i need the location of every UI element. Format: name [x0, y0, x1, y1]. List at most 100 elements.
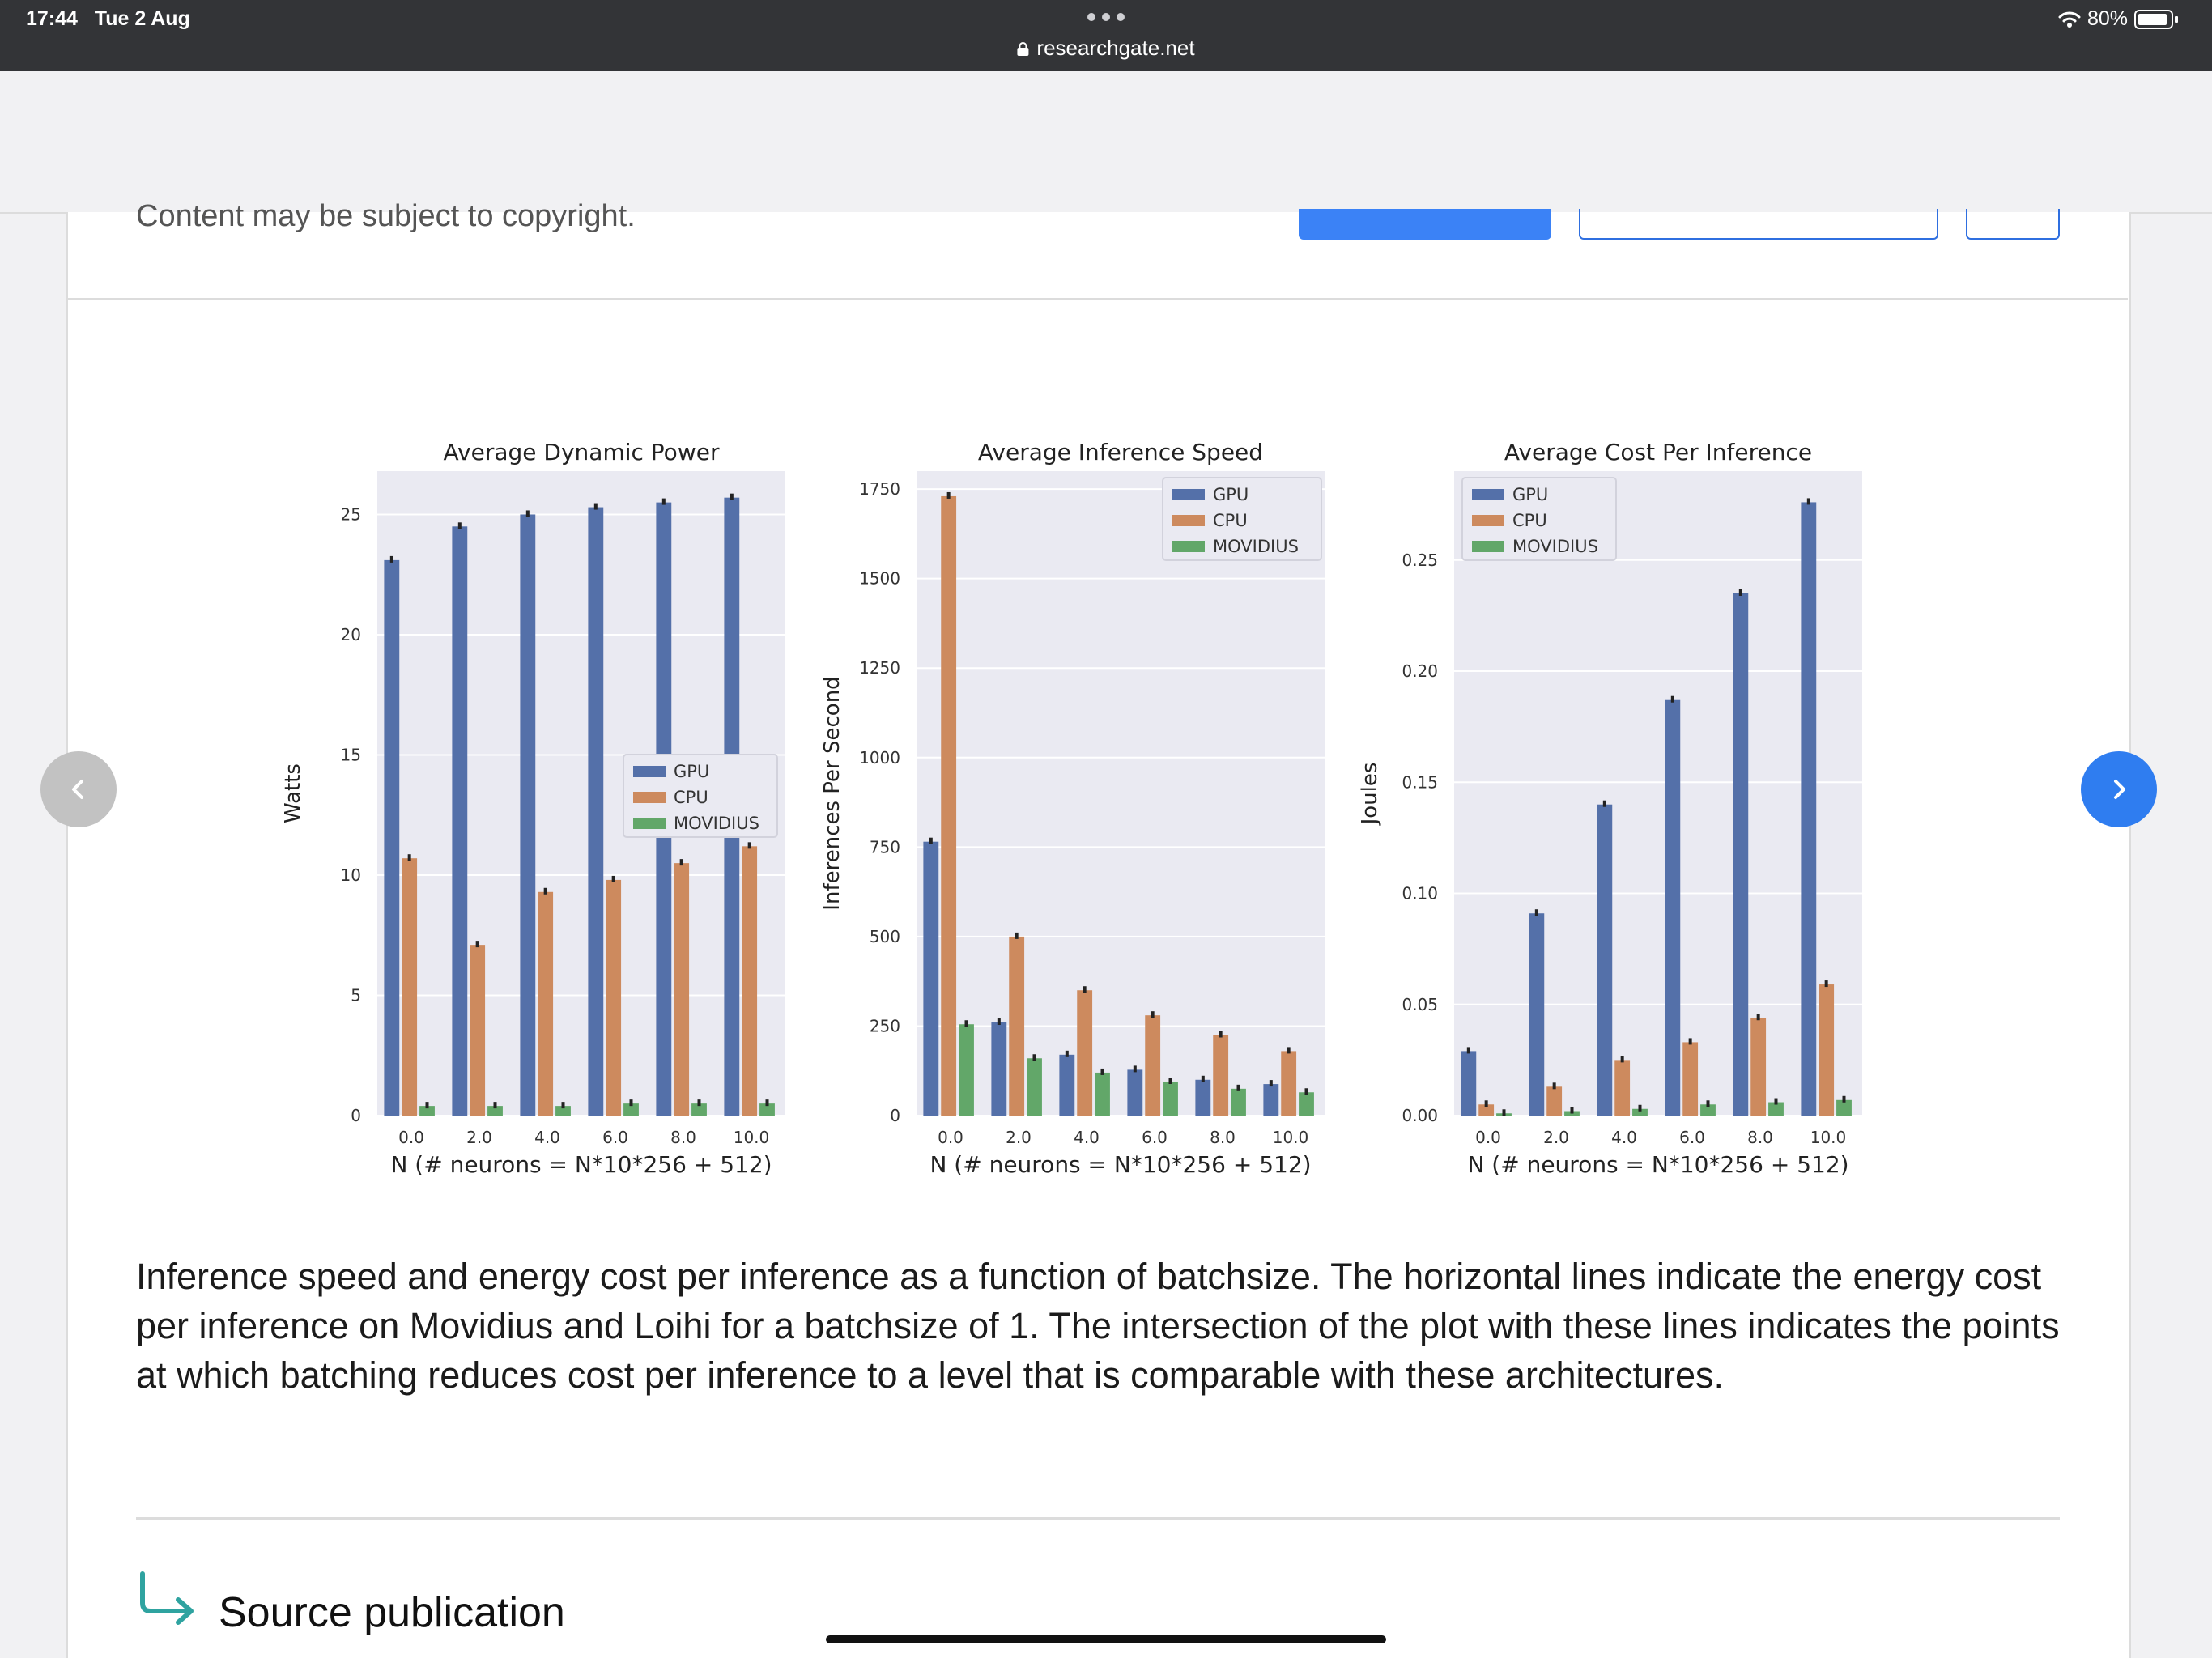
primary-action-button[interactable]	[1299, 209, 1551, 240]
status-bar: 17:44 Tue 2 Aug researchgate.net 80%	[0, 0, 2212, 71]
clock-date: Tue 2 Aug	[94, 7, 190, 30]
chevron-left-icon	[72, 780, 83, 799]
bar-cpu	[1281, 1051, 1297, 1116]
charts-svg: 0 5 10 15 20 25 0.0 2.0 4.0 6.0 8.0 10.0 Average Dyn…	[281, 439, 1862, 1178]
legend-label: CPU	[1512, 511, 1547, 530]
bar-gpu	[1733, 593, 1749, 1116]
bar-gpu	[588, 507, 604, 1116]
bar-gpu	[1263, 1084, 1279, 1116]
secondary-action-button[interactable]	[1579, 209, 1938, 240]
x-tick-label: 8.0	[670, 1128, 696, 1147]
caption-divider	[136, 1517, 2060, 1520]
chart-title: Average Cost Per Inference	[1504, 439, 1812, 466]
plot-area	[1454, 471, 1862, 1116]
divider	[0, 212, 66, 214]
x-tick-label: 6.0	[1679, 1128, 1705, 1147]
bar-movidius	[555, 1106, 571, 1116]
tab-options-dots-icon[interactable]	[1087, 13, 1125, 23]
bar-gpu	[1195, 1079, 1211, 1116]
legend-label: GPU	[674, 762, 709, 781]
more-action-button[interactable]	[1966, 209, 2060, 240]
y-tick-label: 750	[870, 837, 900, 857]
bar-movidius	[623, 1103, 639, 1116]
legend-label: MOVIDIUS	[1213, 537, 1299, 556]
clock-time: 17:44	[26, 7, 78, 30]
figure-charts: 0 5 10 15 20 25 0.0 2.0 4.0 6.0 8.0 10.0 Average Dyn…	[275, 421, 1895, 1198]
status-time: 17:44 Tue 2 Aug	[26, 7, 190, 31]
x-tick-label: 0.0	[938, 1128, 963, 1147]
arrow-return-icon	[136, 1571, 201, 1627]
bar-gpu	[1127, 1069, 1143, 1116]
wifi-icon	[2058, 11, 2081, 28]
x-axis-label: N (# neurons = N*10*256 + 512)	[929, 1151, 1311, 1178]
source-publication-heading[interactable]: Source publication	[219, 1589, 565, 1636]
bar-movidius	[1836, 1099, 1852, 1116]
bar-gpu	[384, 559, 400, 1116]
y-tick-label: 1500	[859, 569, 900, 589]
bar-movidius	[691, 1103, 707, 1116]
bar-movidius	[1231, 1088, 1246, 1116]
home-indicator[interactable]	[826, 1635, 1386, 1643]
bar-cpu	[1213, 1035, 1229, 1116]
y-tick-label: 0.15	[1402, 772, 1438, 792]
bar-gpu	[1529, 913, 1545, 1116]
legend-label: CPU	[1213, 511, 1248, 530]
url-text: researchgate.net	[1036, 36, 1195, 60]
y-tick-label: 20	[341, 625, 361, 644]
legend-swatch-cpu	[633, 792, 666, 803]
x-axis-label: N (# neurons = N*10*256 + 512)	[1467, 1151, 1848, 1178]
bar-cpu	[402, 858, 418, 1116]
bar-movidius	[1768, 1102, 1784, 1116]
y-tick-label: 0.25	[1402, 551, 1438, 570]
bar-cpu	[538, 891, 554, 1116]
next-figure-button[interactable]	[2081, 751, 2157, 827]
bar-gpu	[452, 526, 468, 1116]
y-tick-label: 15	[341, 745, 361, 764]
legend-label: MOVIDIUS	[674, 814, 759, 833]
x-tick-label: 4.0	[1074, 1128, 1100, 1147]
y-tick-label: 0	[351, 1106, 361, 1125]
bar-movidius	[1700, 1104, 1716, 1116]
legend-label: CPU	[674, 788, 708, 807]
bar-cpu	[1145, 1015, 1161, 1116]
bar-cpu	[1009, 936, 1025, 1116]
bar-movidius	[419, 1106, 435, 1116]
x-tick-label: 4.0	[534, 1128, 560, 1147]
legend-label: GPU	[1512, 485, 1548, 504]
y-tick-label: 0	[890, 1106, 900, 1125]
x-tick-label: 10.0	[1273, 1128, 1309, 1147]
legend-swatch-cpu	[1172, 515, 1205, 526]
previous-figure-button[interactable]	[40, 751, 117, 827]
bar-movidius	[1632, 1108, 1648, 1116]
x-tick-label: 6.0	[602, 1128, 628, 1147]
legend-swatch-gpu	[633, 766, 666, 777]
bar-movidius	[1163, 1081, 1178, 1116]
x-tick-label: 2.0	[1006, 1128, 1032, 1147]
bar-cpu	[742, 846, 758, 1116]
bar-movidius	[1299, 1092, 1314, 1116]
bar-cpu	[1478, 1104, 1495, 1116]
y-tick-label: 1000	[859, 748, 900, 767]
x-tick-label: 6.0	[1142, 1128, 1168, 1147]
divider	[2128, 212, 2212, 214]
y-tick-label: 5	[351, 985, 361, 1005]
chart-panel-2: 0 250 500 750 1000 1250 1500 1750 0.0 2.0 4.0 6.0 8.…	[820, 439, 1325, 1178]
bar-cpu	[674, 863, 690, 1116]
y-tick-label: 0.00	[1402, 1106, 1438, 1125]
x-tick-label: 2.0	[1543, 1128, 1569, 1147]
x-tick-label: 10.0	[1810, 1128, 1847, 1147]
address-bar[interactable]: researchgate.net	[1017, 36, 1195, 61]
lock-icon	[1017, 41, 1029, 56]
bar-gpu	[1461, 1051, 1477, 1116]
bar-cpu	[606, 879, 622, 1116]
bar-cpu	[1546, 1086, 1563, 1116]
y-tick-label: 0.05	[1402, 995, 1438, 1014]
bar-gpu	[991, 1022, 1007, 1116]
bar-cpu	[1750, 1018, 1767, 1116]
legend-swatch-cpu	[1472, 515, 1504, 526]
bar-gpu	[1597, 804, 1613, 1116]
bar-cpu	[941, 495, 957, 1116]
chart-title: Average Inference Speed	[978, 439, 1263, 466]
legend-swatch-gpu	[1172, 489, 1205, 500]
x-axis-label: N (# neurons = N*10*256 + 512)	[390, 1151, 772, 1178]
